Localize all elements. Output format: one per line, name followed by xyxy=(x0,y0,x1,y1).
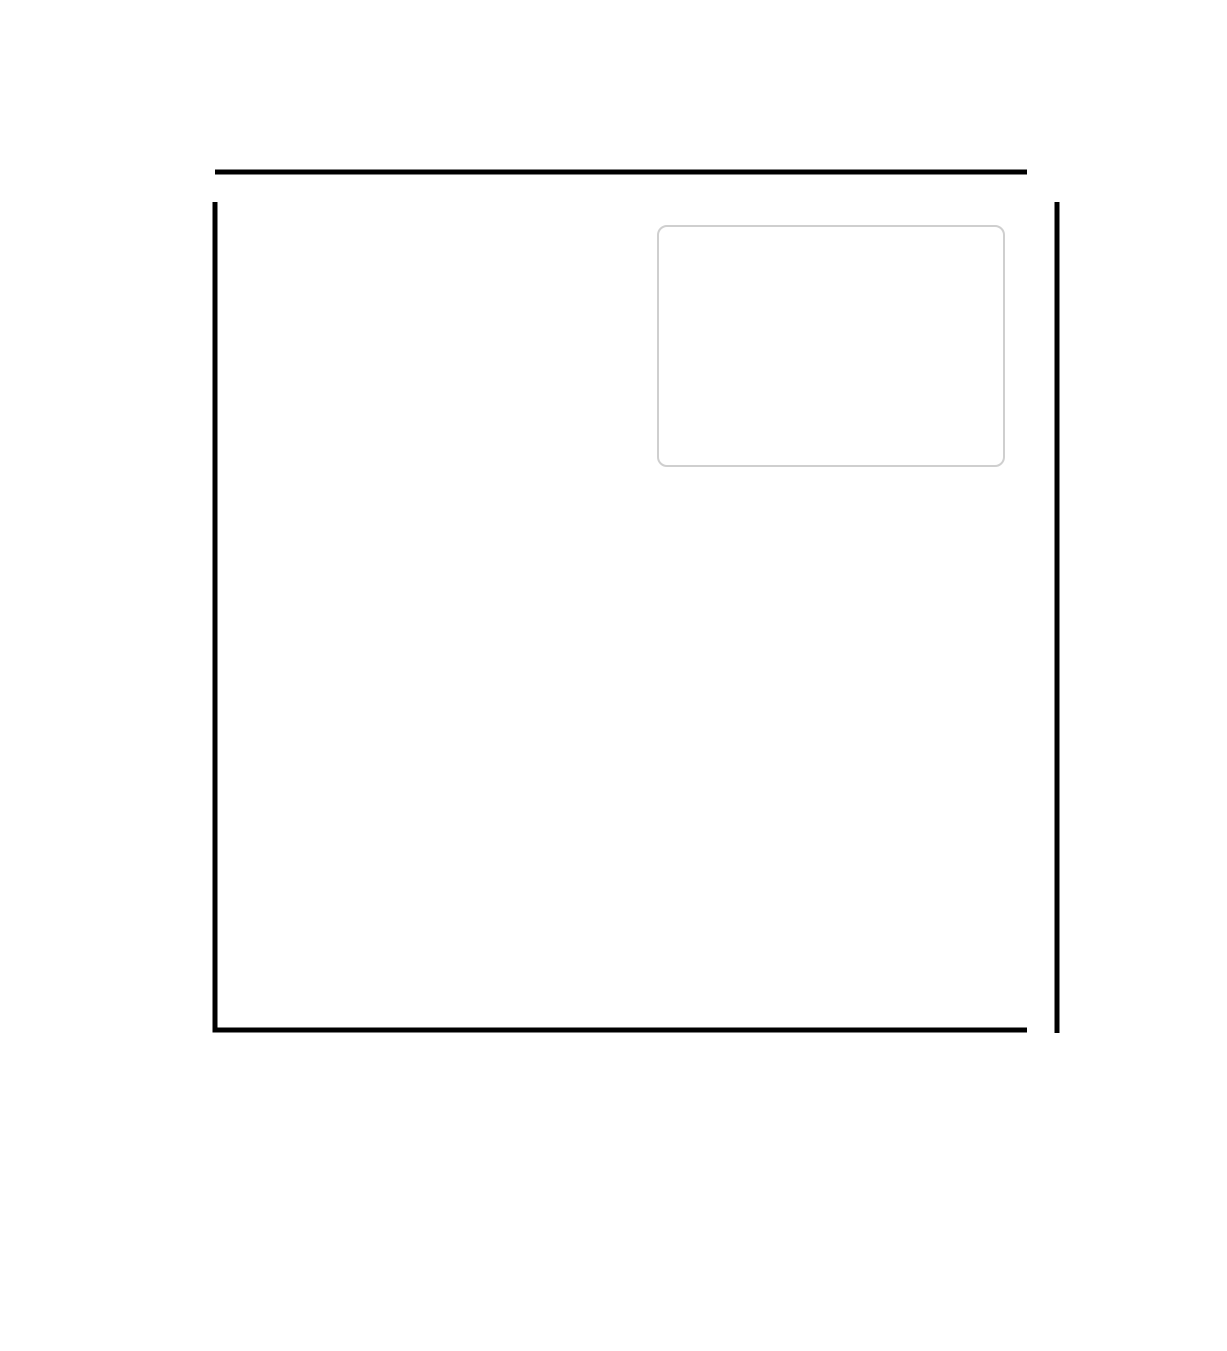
legend-item-male xyxy=(659,313,1003,369)
legend-item-female xyxy=(659,247,1003,303)
axes-spines xyxy=(212,169,1060,1033)
male-line-swatch xyxy=(677,337,783,346)
female-line-swatch xyxy=(677,271,783,280)
legend xyxy=(657,225,1005,467)
